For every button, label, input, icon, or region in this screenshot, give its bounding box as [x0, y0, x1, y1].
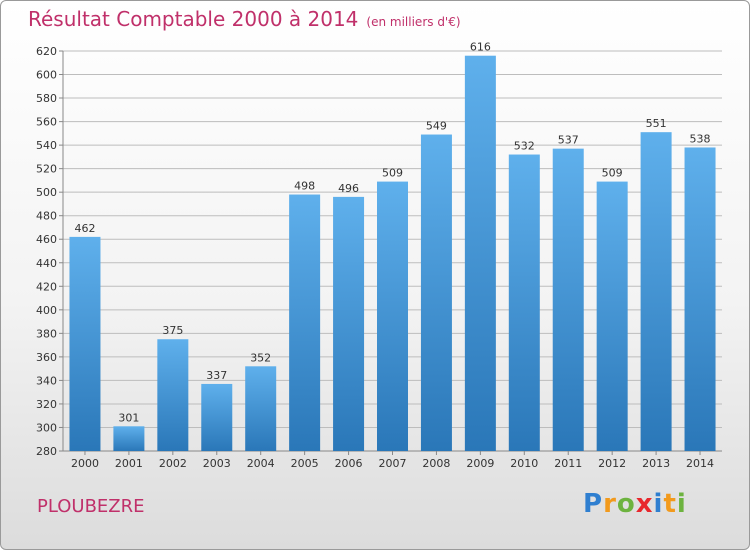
bar-value-label: 538	[690, 132, 711, 145]
x-tick-label: 2013	[642, 457, 670, 470]
bar	[113, 426, 145, 451]
bar	[289, 194, 321, 451]
y-tick-label: 280	[36, 445, 57, 458]
y-tick-label: 460	[36, 233, 57, 246]
commune-name: PLOUBEZRE	[37, 496, 145, 517]
y-tick-label: 440	[36, 257, 57, 270]
bar-value-label: 375	[162, 324, 183, 337]
x-tick-label: 2011	[554, 457, 582, 470]
logo-letter: x	[635, 489, 654, 519]
bar	[333, 196, 365, 451]
x-tick-label: 2004	[247, 457, 275, 470]
logo-letter: i	[676, 489, 687, 519]
bar	[69, 236, 101, 451]
x-tick-label: 2012	[598, 457, 626, 470]
bar-value-label: 498	[294, 180, 315, 193]
x-tick-label: 2008	[422, 457, 450, 470]
x-tick-label: 2006	[335, 457, 363, 470]
y-tick-label: 320	[36, 398, 57, 411]
bar	[596, 181, 628, 451]
logo-letter: t	[663, 489, 677, 519]
y-tick-label: 600	[36, 69, 57, 82]
bar-value-label: 616	[470, 41, 491, 54]
y-tick-label: 500	[36, 186, 57, 199]
bar-value-label: 301	[118, 411, 139, 424]
y-tick-label: 520	[36, 163, 57, 176]
y-tick-label: 560	[36, 116, 57, 129]
y-tick-label: 400	[36, 304, 57, 317]
chart-unit-note: (en milliers d'€)	[366, 15, 461, 29]
x-tick-label: 2005	[291, 457, 319, 470]
x-tick-label: 2014	[686, 457, 714, 470]
y-tick-label: 540	[36, 139, 57, 152]
bar	[552, 148, 584, 451]
bar-value-label: 532	[514, 140, 535, 153]
bar	[420, 134, 452, 451]
x-tick-label: 2007	[379, 457, 407, 470]
chart-title-text: Résultat Comptable 2000 à 2014	[28, 7, 359, 31]
bar	[377, 181, 408, 451]
y-tick-label: 420	[36, 280, 57, 293]
bar-value-label: 537	[558, 134, 579, 147]
y-tick-label: 340	[36, 374, 57, 387]
proxiti-logo: Proxiti	[583, 489, 687, 519]
bar-value-label: 496	[338, 182, 359, 195]
logo-letter: i	[653, 489, 664, 519]
y-tick-label: 620	[36, 45, 57, 58]
labels: 280 300 320 340 360 380 400 420 440 460 480 500 520 5…	[36, 41, 714, 470]
y-tick-label: 360	[36, 351, 57, 364]
x-tick-label: 2003	[203, 457, 231, 470]
y-tick-label: 480	[36, 210, 57, 223]
x-tick-label: 2009	[466, 457, 494, 470]
bar	[684, 147, 716, 451]
x-tick-label: 2010	[510, 457, 538, 470]
y-tick-label: 300	[36, 421, 57, 434]
bar-value-label: 551	[646, 117, 667, 130]
bar	[157, 339, 189, 451]
chart-title: Résultat Comptable 2000 à 2014 (en millie…	[28, 7, 461, 31]
logo-letter: P	[583, 489, 604, 519]
bar-value-label: 509	[382, 167, 403, 180]
x-tick-label: 2001	[115, 457, 143, 470]
bar	[640, 132, 672, 452]
x-tick-label: 2000	[71, 457, 99, 470]
y-tick-label: 580	[36, 92, 57, 105]
bar	[508, 154, 540, 451]
bars	[69, 55, 716, 452]
bar-value-label: 352	[250, 351, 271, 364]
bar	[464, 55, 496, 452]
bar	[245, 366, 277, 451]
x-tick-label: 2002	[159, 457, 187, 470]
logo-letter: o	[616, 489, 636, 519]
bar-value-label: 462	[74, 222, 95, 235]
bar-value-label: 549	[426, 120, 447, 133]
bar	[201, 383, 233, 451]
y-tick-label: 380	[36, 327, 57, 340]
logo-letter: r	[603, 489, 617, 519]
bar-value-label: 337	[206, 369, 227, 382]
bar-value-label: 509	[602, 167, 623, 180]
